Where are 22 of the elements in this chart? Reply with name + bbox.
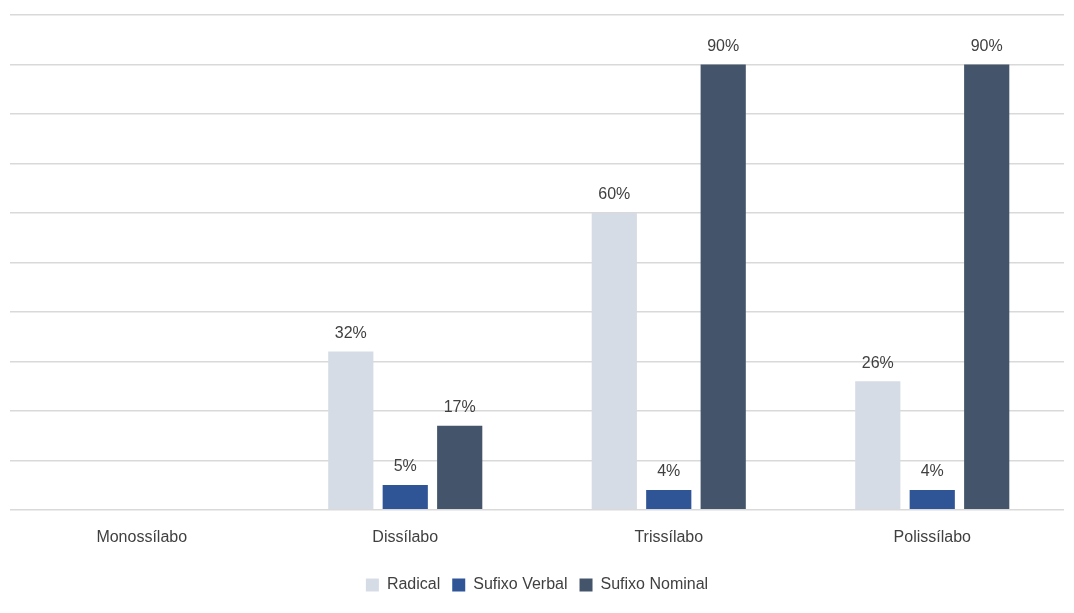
bar <box>700 64 746 510</box>
x-tick-label: Trissílabo <box>634 527 704 545</box>
data-label: 90% <box>707 36 740 54</box>
bar <box>382 485 428 510</box>
data-label: 5% <box>393 457 417 475</box>
legend-label: Radical <box>386 575 441 593</box>
x-tick-label: Polissílabo <box>893 527 972 545</box>
data-label: 26% <box>861 353 894 371</box>
data-label: 32% <box>334 323 367 341</box>
x-tick-label: Monossílabo <box>96 527 188 545</box>
data-label: 4% <box>657 462 681 480</box>
x-tick-label: Dissílabo <box>372 527 439 545</box>
legend-label: Sufixo Verbal <box>473 575 568 593</box>
data-label: 17% <box>443 398 476 416</box>
data-label: 4% <box>920 462 944 480</box>
bar <box>964 64 1010 510</box>
bar <box>909 490 955 510</box>
legend-label: Sufixo Nominal <box>600 575 709 593</box>
bar <box>646 490 692 510</box>
data-label: 90% <box>970 36 1003 54</box>
bar <box>437 425 483 510</box>
data-label: 60% <box>598 185 631 203</box>
